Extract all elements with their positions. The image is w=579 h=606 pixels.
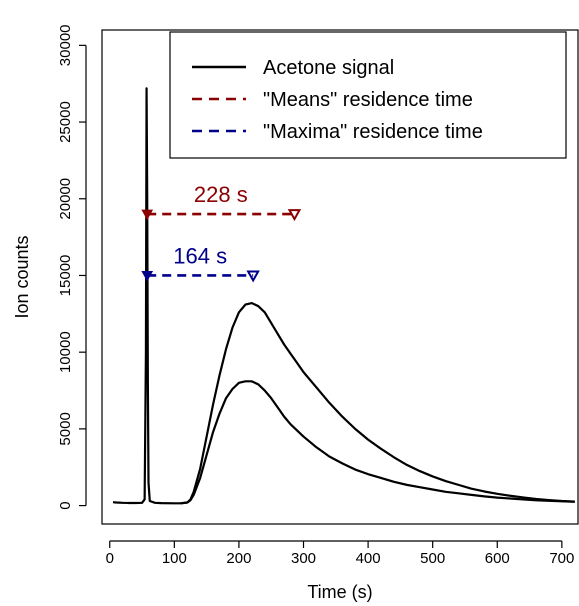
x-tick-label: 700 — [549, 550, 574, 567]
x-tick-label: 300 — [291, 550, 316, 567]
residence-time-label: 164 s — [173, 243, 227, 268]
x-tick-label: 500 — [420, 550, 445, 567]
annotations: 228 s 164 s — [141, 182, 302, 283]
y-tick-label: 25000 — [57, 101, 74, 143]
x-tick-label: 200 — [226, 550, 251, 567]
plot-frame — [101, 29, 579, 525]
y-tick-label: 10000 — [57, 331, 74, 373]
y-tick-label: 30000 — [57, 24, 74, 66]
y-axis-label: Ion counts — [12, 235, 32, 318]
axes: 0 100 200 300 400 500 600 700 0 5000 10000 15000 200… — [57, 24, 579, 567]
legend-label: Acetone signal — [263, 57, 394, 79]
y-tick-label: 5000 — [57, 412, 74, 445]
x-tick-label: 600 — [485, 550, 510, 567]
y-tick-label: 20000 — [57, 178, 74, 220]
start-marker — [141, 209, 154, 221]
x-tick-label: 400 — [356, 550, 381, 567]
curves — [112, 87, 575, 505]
legend-box — [169, 31, 567, 159]
x-tick-label: 0 — [106, 550, 114, 567]
residence-time-label: 228 s — [194, 182, 248, 207]
legend-label: "Maxima" residence time — [263, 121, 483, 143]
y-tick-label: 15000 — [57, 255, 74, 297]
start-marker — [141, 270, 154, 282]
y-tick-label: 0 — [57, 501, 74, 509]
end-marker — [287, 209, 302, 222]
legend-label: "Means" residence time — [263, 89, 473, 111]
x-tick-label: 100 — [162, 550, 187, 567]
x-axis-label: Time (s) — [307, 582, 372, 602]
acetone-signal-line-2 — [180, 380, 575, 505]
legend: Acetone signal "Means" residence time "Max… — [169, 31, 567, 159]
acetone-signal-line-1 — [112, 87, 575, 505]
end-marker — [246, 270, 260, 283]
